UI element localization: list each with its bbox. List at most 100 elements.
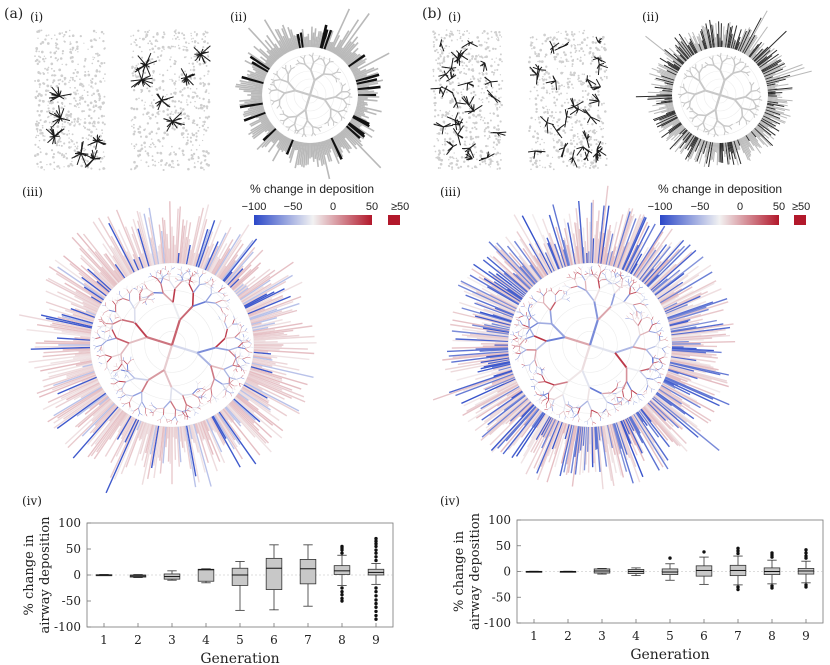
lung-speck — [69, 50, 72, 54]
lung-speck — [556, 52, 559, 56]
lung-speck — [538, 60, 541, 63]
lung-speck — [171, 127, 174, 130]
deposition-branch — [586, 157, 589, 162]
tree-branch — [196, 269, 198, 274]
tree-branch — [150, 402, 153, 406]
lung-speck — [138, 149, 142, 153]
deposition-branch — [577, 105, 579, 110]
tree-branch — [121, 402, 125, 405]
tree-branch — [119, 294, 124, 299]
radial-bar — [357, 99, 365, 102]
lung-speck — [480, 116, 483, 119]
lung-speck — [74, 92, 77, 96]
tree-branch — [646, 314, 649, 318]
lung-speck — [203, 74, 206, 77]
lung-speck — [154, 145, 157, 148]
lung-speck — [468, 143, 471, 146]
radial-bar — [702, 141, 708, 154]
lung-speck — [151, 85, 153, 88]
lung-speck — [537, 60, 539, 63]
lung-speck — [571, 59, 574, 62]
lung-speck — [191, 62, 195, 65]
tree-branch — [698, 122, 704, 127]
tree-branch — [337, 109, 344, 113]
lung-speck — [57, 151, 60, 154]
lung-speck — [81, 110, 84, 113]
lung-speck — [576, 119, 579, 122]
lung-speck — [70, 146, 72, 148]
tree-branch — [626, 315, 630, 319]
lung-speck — [584, 166, 587, 168]
tree-branch — [335, 77, 341, 80]
tree-branch — [302, 120, 309, 128]
lung-speck — [597, 90, 600, 93]
deposition-branch — [486, 153, 495, 159]
lung-speck — [93, 57, 96, 59]
lung-speck — [600, 128, 603, 131]
radial-bar — [349, 120, 361, 128]
lung-speck — [450, 39, 453, 42]
deposition-cluster — [452, 118, 463, 130]
lung-speck — [132, 50, 135, 52]
deposition-branch — [596, 141, 602, 150]
lung-speck — [182, 113, 185, 116]
lung-speck — [599, 157, 602, 160]
tree-branch — [215, 398, 220, 400]
lung-speck — [207, 73, 209, 75]
lung-speck — [570, 83, 573, 86]
lung-speck — [532, 135, 535, 138]
lung-speck — [190, 32, 192, 35]
lung-speck — [499, 45, 501, 47]
radial-bar — [726, 142, 731, 165]
radial-bar — [763, 114, 771, 119]
tree-branch — [192, 301, 206, 307]
tree-branch — [97, 356, 101, 360]
deposition-branch — [440, 39, 443, 44]
tree-branch — [643, 389, 647, 393]
radial-bar — [330, 34, 341, 53]
tree-branch — [303, 133, 307, 138]
tree-branch — [282, 120, 285, 125]
tree-branch — [224, 317, 226, 323]
lung-speck — [500, 103, 503, 107]
lung-speck — [160, 164, 162, 166]
radial-bar — [296, 141, 300, 151]
radial-bar — [316, 31, 320, 48]
lung-speck — [98, 97, 102, 100]
lung-speck — [496, 108, 499, 111]
lung-speck — [551, 87, 554, 91]
lung-speck — [493, 61, 496, 63]
lung-speck — [487, 83, 490, 86]
lung-speck — [499, 158, 502, 161]
radial-bar — [767, 96, 783, 98]
lung-speck — [88, 84, 90, 86]
deposition-cluster — [596, 141, 607, 161]
tree-branch — [130, 369, 135, 372]
lung-speck — [162, 89, 165, 91]
radial-bar — [281, 24, 294, 51]
lung-speck — [494, 47, 497, 50]
lung-speck — [130, 143, 133, 145]
lung-speck — [193, 40, 197, 43]
deposition-branch — [58, 90, 62, 97]
tree-branch — [689, 93, 696, 102]
radial-bar — [288, 37, 295, 51]
tree-branch — [705, 130, 710, 133]
lung-speck — [75, 141, 78, 144]
radial-bar — [765, 109, 781, 116]
lung-speck — [578, 31, 580, 33]
lung-speck — [544, 53, 548, 57]
tree-branch — [194, 412, 196, 416]
deposition-branch — [180, 77, 187, 80]
lung-speck — [145, 135, 148, 139]
lung-speck — [469, 137, 473, 141]
radial-bar — [357, 85, 370, 89]
tree-branch — [136, 289, 141, 294]
tree-branch — [249, 346, 254, 348]
lung-speck — [497, 141, 500, 143]
lung-speck — [495, 128, 498, 131]
lung-speck — [566, 81, 569, 84]
lung-speck — [495, 57, 497, 59]
lung-speck — [471, 103, 473, 105]
tree-branch — [655, 340, 661, 347]
